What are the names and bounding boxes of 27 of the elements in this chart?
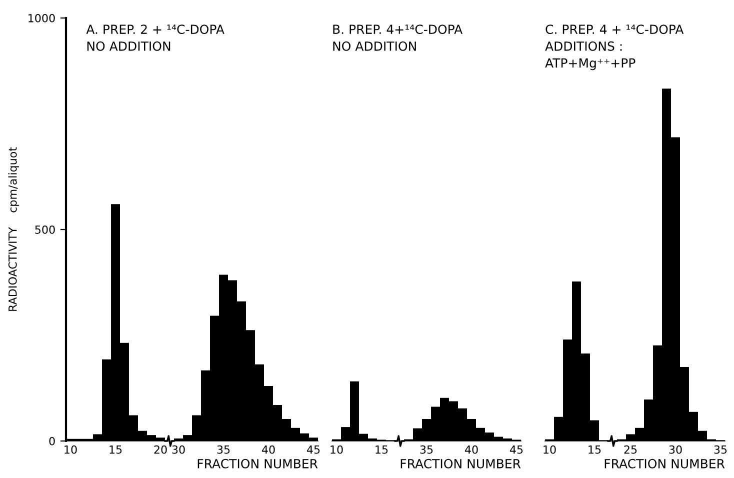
x-axis-title: FRACTION NUMBER bbox=[198, 458, 318, 468]
text: C. PREP. 4 + ¹⁴C-DOPA ADDITIONS : ATP+Mg⁺⁺+PP bbox=[545, 24, 684, 70]
x-tick-label: 15 bbox=[376, 446, 388, 454]
text: A. PREP. 2 + ¹⁴C-DOPA NO ADDITION bbox=[86, 24, 224, 51]
y-tick-label: 500 bbox=[35, 225, 55, 234]
x-tick-label: 45 bbox=[510, 446, 523, 454]
x-axis-title: FRACTION NUMBER bbox=[604, 458, 725, 468]
x-tick-label: 25 bbox=[624, 445, 637, 454]
x-tick-label: 35 bbox=[217, 445, 230, 454]
y-tick-label: 0 bbox=[49, 436, 55, 446]
y-tick-label: 1000 bbox=[28, 14, 55, 22]
x-axis-title: FRACTION NUMBER bbox=[400, 458, 521, 468]
x-tick-label: 15 bbox=[110, 446, 122, 454]
text: B. PREP. 4+¹⁴C-DOPA NO ADDITION bbox=[333, 24, 463, 51]
x-tick-label: 40 bbox=[464, 445, 478, 454]
y-axis-title: RADIOACTIVITY cpm/aliquot bbox=[8, 147, 19, 311]
x-tick-label: 10 bbox=[330, 445, 343, 454]
x-tick-label: 35 bbox=[420, 445, 433, 454]
x-tick-label: 15 bbox=[588, 446, 601, 454]
x-tick-label: 30 bbox=[172, 445, 185, 454]
x-tick-label: 35 bbox=[714, 445, 727, 454]
x-tick-label: 30 bbox=[669, 445, 682, 454]
x-tick-label: 45 bbox=[306, 446, 320, 454]
x-tick-label: 40 bbox=[262, 445, 275, 454]
x-tick-label: 10 bbox=[544, 445, 556, 454]
x-tick-label: 10 bbox=[64, 445, 77, 454]
x-tick-label: 20 bbox=[154, 445, 167, 454]
